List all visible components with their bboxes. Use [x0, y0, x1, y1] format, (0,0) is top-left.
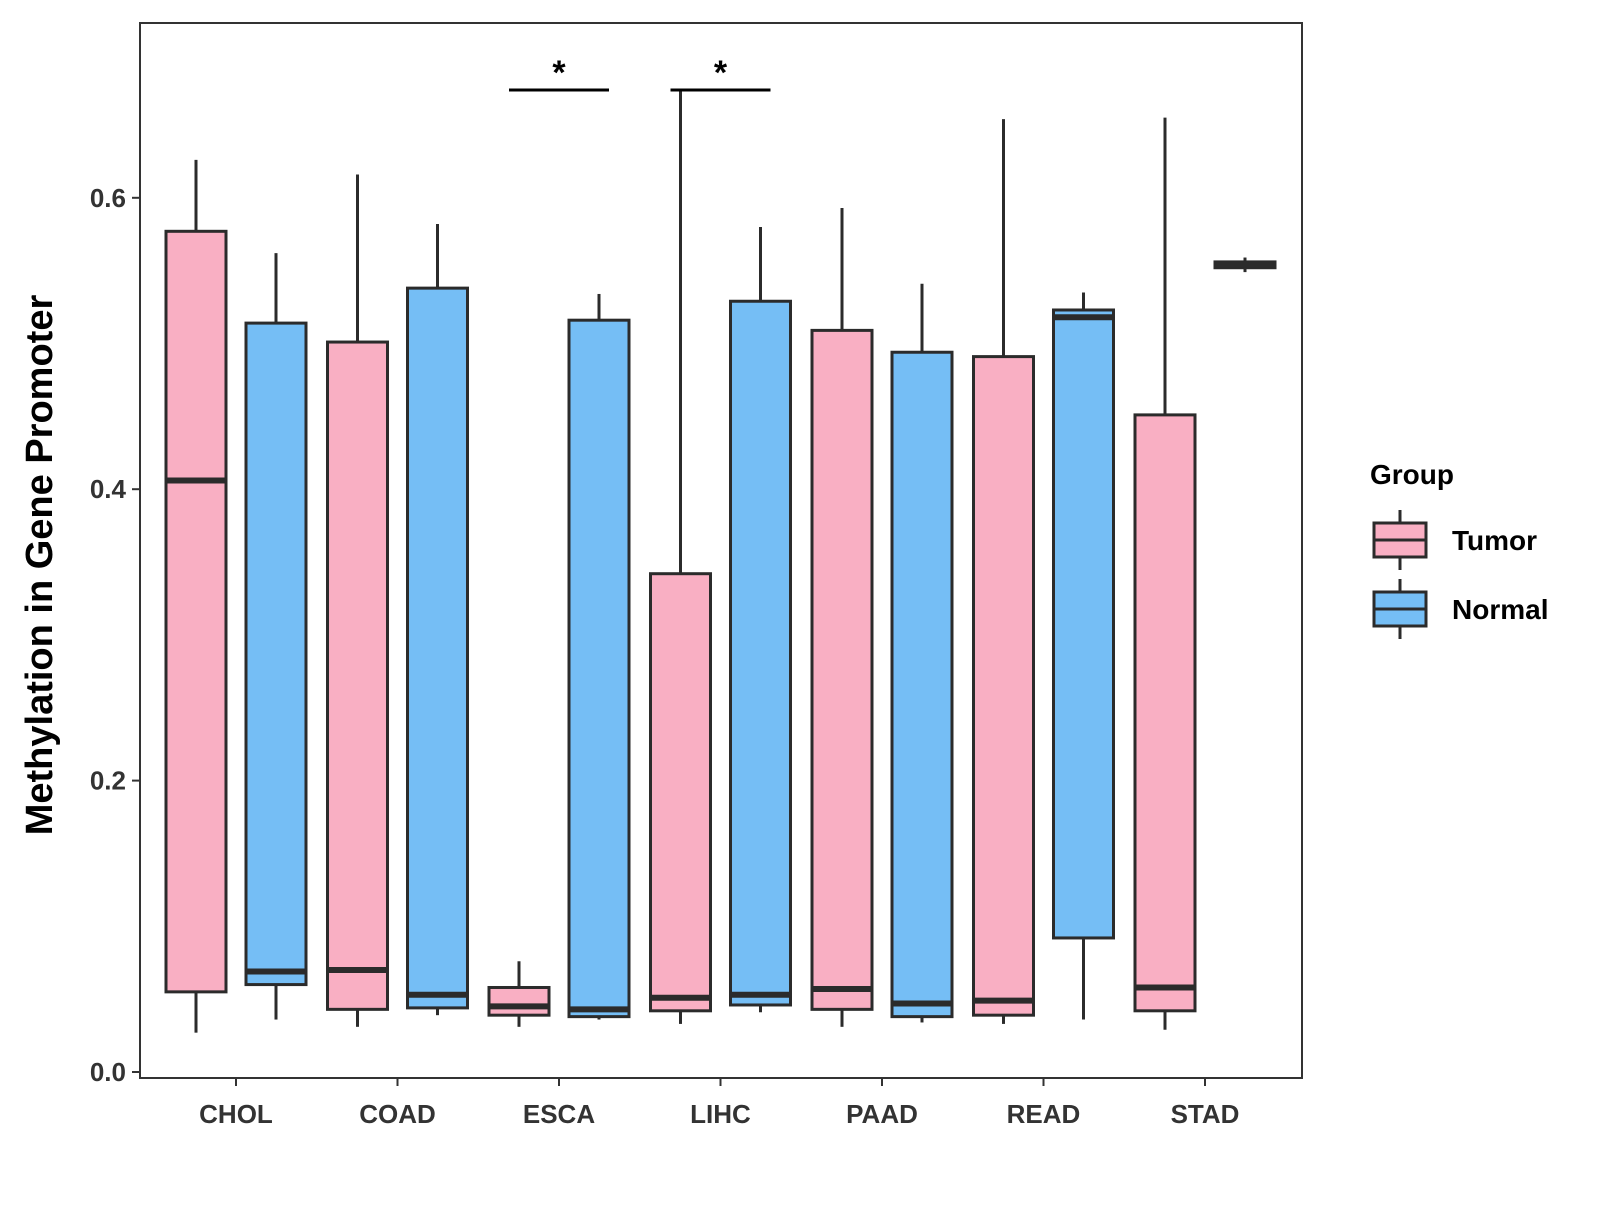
significance-label-lihc: * [714, 54, 728, 92]
box-body-tumor-read [972, 355, 1035, 1017]
box-tumor-paad [810, 207, 874, 1027]
y-tick-label: 0.0 [90, 1057, 126, 1087]
box-normal-stad [1213, 257, 1277, 273]
legend-item-tumor: Tumor [1372, 510, 1537, 570]
plot-panel-border [139, 22, 1303, 1079]
box-body-normal-lihc [729, 299, 792, 1007]
box-normal-read [1052, 292, 1115, 1020]
significance-layer: * * [509, 54, 771, 92]
box-body-normal-esca [567, 318, 631, 1019]
box-tumor-stad [1133, 117, 1197, 1030]
box-body-tumor-esca [487, 985, 551, 1017]
box-tumor-read [972, 119, 1035, 1024]
legend-title: Group [1370, 459, 1454, 490]
box-tumor-lihc [649, 88, 712, 1024]
box-body-tumor-lihc [649, 572, 712, 1013]
box-normal-esca [567, 293, 631, 1020]
significance-label-esca: * [552, 54, 566, 92]
box-body-tumor-coad [326, 340, 389, 1011]
box-normal-paad [890, 283, 954, 1023]
boxes-layer [164, 88, 1277, 1033]
x-tick-label-chol: CHOL [199, 1099, 273, 1129]
box-normal-chol [244, 253, 308, 1020]
x-tick-label-paad: PAAD [846, 1099, 918, 1129]
x-tick-label-stad: STAD [1171, 1099, 1240, 1129]
y-tick-label: 0.2 [90, 766, 126, 796]
box-tumor-chol [164, 159, 228, 1033]
x-tick-label-coad: COAD [359, 1099, 436, 1129]
x-tick-label-lihc: LIHC [690, 1099, 751, 1129]
y-axis-title: Methylation in Gene Promoter [19, 295, 61, 836]
y-tick-label: 0.6 [90, 183, 126, 213]
box-body-normal-paad [890, 350, 954, 1019]
box-normal-lihc [729, 226, 792, 1013]
legend: Group Tumor Normal [1370, 459, 1548, 639]
y-axis: 0.0 0.2 0.4 0.6 [90, 183, 140, 1087]
box-body-tumor-chol [164, 229, 228, 994]
x-axis: CHOL COAD ESCA LIHC PAAD READ STAD [199, 1078, 1239, 1129]
x-tick-label-read: READ [1007, 1099, 1081, 1129]
box-body-normal-coad [406, 286, 469, 1010]
x-tick-label-esca: ESCA [523, 1099, 595, 1129]
legend-label-tumor: Tumor [1452, 525, 1537, 556]
legend-item-normal: Normal [1372, 579, 1548, 639]
box-body-tumor-paad [810, 328, 874, 1011]
y-tick-label: 0.4 [90, 474, 127, 504]
legend-label-normal: Normal [1452, 594, 1548, 625]
box-body-normal-chol [244, 321, 308, 987]
box-body-normal-read [1052, 308, 1115, 940]
box-body-tumor-stad [1133, 413, 1197, 1013]
box-tumor-coad [326, 174, 389, 1027]
box-tumor-esca [487, 961, 551, 1027]
box-normal-coad [406, 224, 469, 1016]
